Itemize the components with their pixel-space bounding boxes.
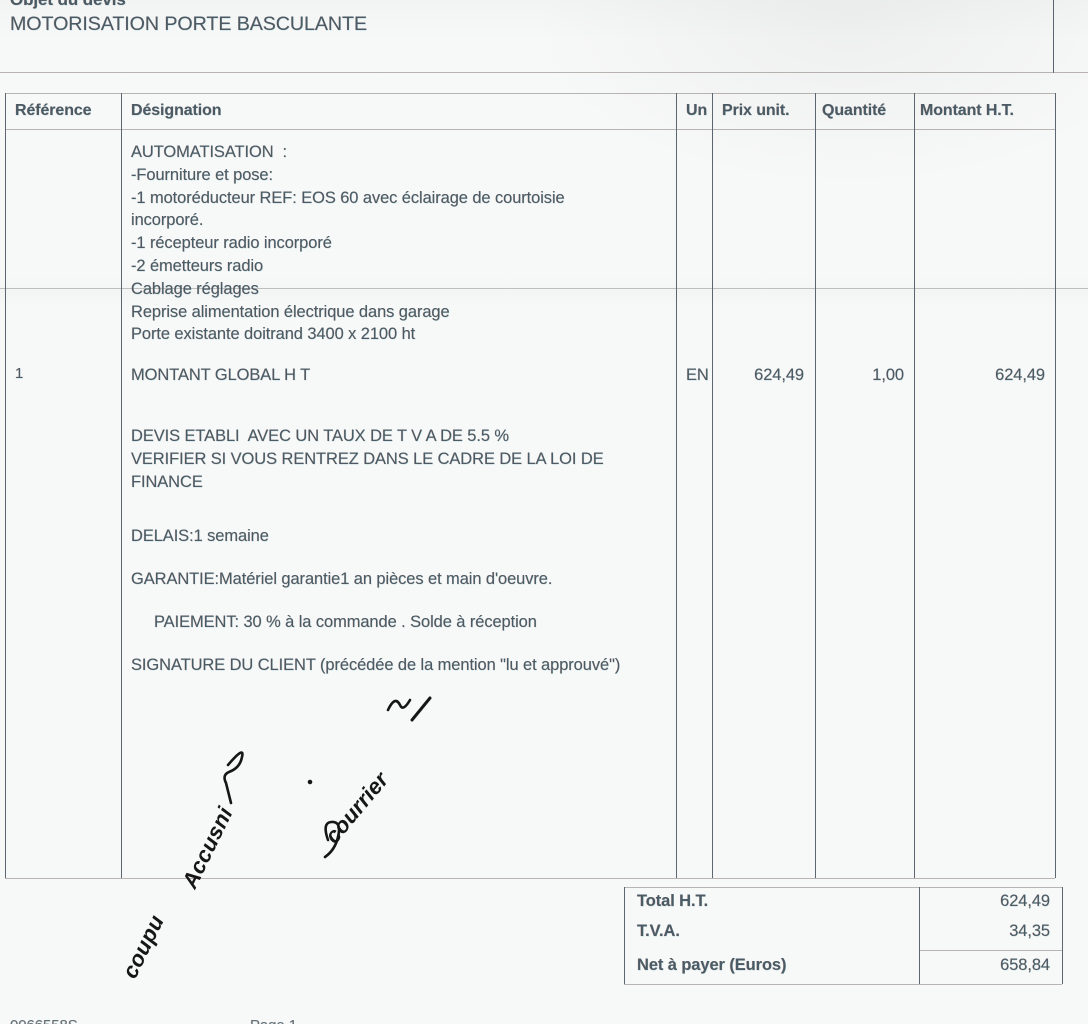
svg-text:courrier: courrier <box>320 766 394 848</box>
svg-text:Accusni: Accusni <box>177 802 238 893</box>
svg-text:coupu: coupu <box>117 911 169 982</box>
